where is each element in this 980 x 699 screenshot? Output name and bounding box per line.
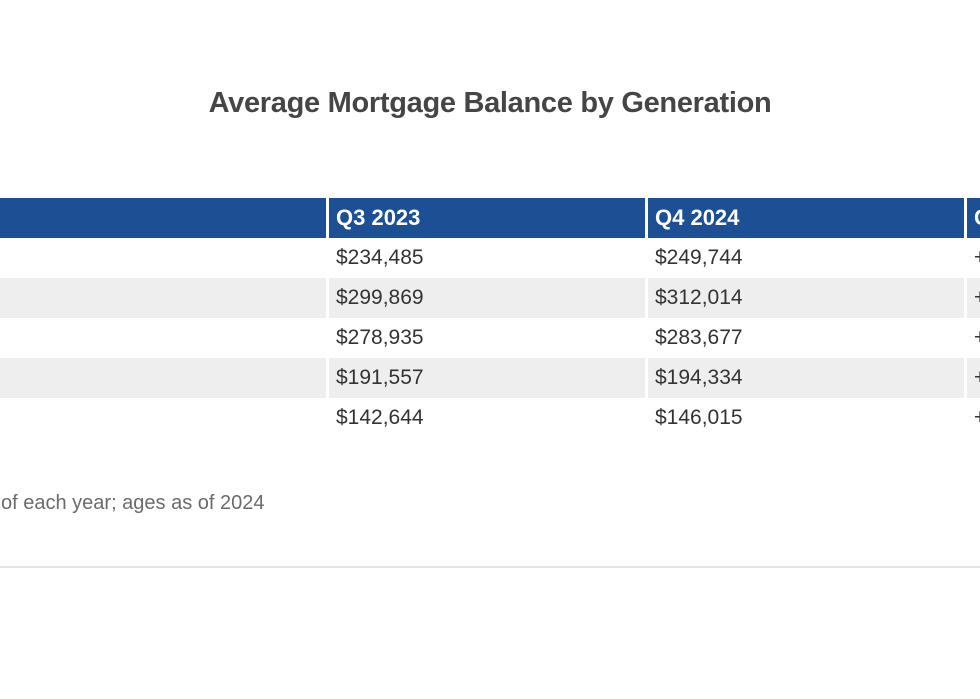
- header-generation: [0, 198, 326, 238]
- q4-2024-cell: $194,334: [645, 358, 964, 398]
- balance-table: Q3 2023 Q4 2024 Change $234,485 $249,744…: [0, 198, 980, 438]
- table-row: $142,644 $146,015 +: [0, 398, 980, 438]
- header-change: Change: [964, 198, 980, 238]
- q3-2023-cell: $278,935: [326, 318, 645, 358]
- q4-2024-cell: $249,744: [645, 238, 964, 278]
- table-header-row: Q3 2023 Q4 2024 Change: [0, 198, 980, 238]
- table-row: $299,869 $312,014 +: [0, 278, 980, 318]
- header-q4-2024: Q4 2024: [645, 198, 964, 238]
- source-footnote: of each year; ages as of 2024: [1, 492, 265, 514]
- header-q3-2023: Q3 2023: [326, 198, 645, 238]
- section-divider: [0, 566, 980, 568]
- q4-2024-cell: $283,677: [645, 318, 964, 358]
- q3-2023-cell: $191,557: [326, 358, 645, 398]
- q4-2024-cell: $312,014: [645, 278, 964, 318]
- change-cell: +: [964, 358, 980, 398]
- q3-2023-cell: $299,869: [326, 278, 645, 318]
- q3-2023-cell: $142,644: [326, 398, 645, 438]
- generation-cell: [0, 358, 326, 398]
- balance-table-wrap: Q3 2023 Q4 2024 Change $234,485 $249,744…: [0, 198, 980, 438]
- page-title: Average Mortgage Balance by Generation: [208, 87, 772, 119]
- q3-2023-cell: $234,485: [326, 238, 645, 278]
- change-cell: +: [964, 278, 980, 318]
- generation-cell: [0, 318, 326, 358]
- generation-cell: [0, 398, 326, 438]
- table-row: $234,485 $249,744 +: [0, 238, 980, 278]
- q4-2024-cell: $146,015: [645, 398, 964, 438]
- generation-cell: [0, 238, 326, 278]
- change-cell: +: [964, 238, 980, 278]
- table-row: $191,557 $194,334 +: [0, 358, 980, 398]
- change-cell: +: [964, 398, 980, 438]
- table-row: $278,935 $283,677 +: [0, 318, 980, 358]
- change-cell: +: [964, 318, 980, 358]
- generation-cell: [0, 278, 326, 318]
